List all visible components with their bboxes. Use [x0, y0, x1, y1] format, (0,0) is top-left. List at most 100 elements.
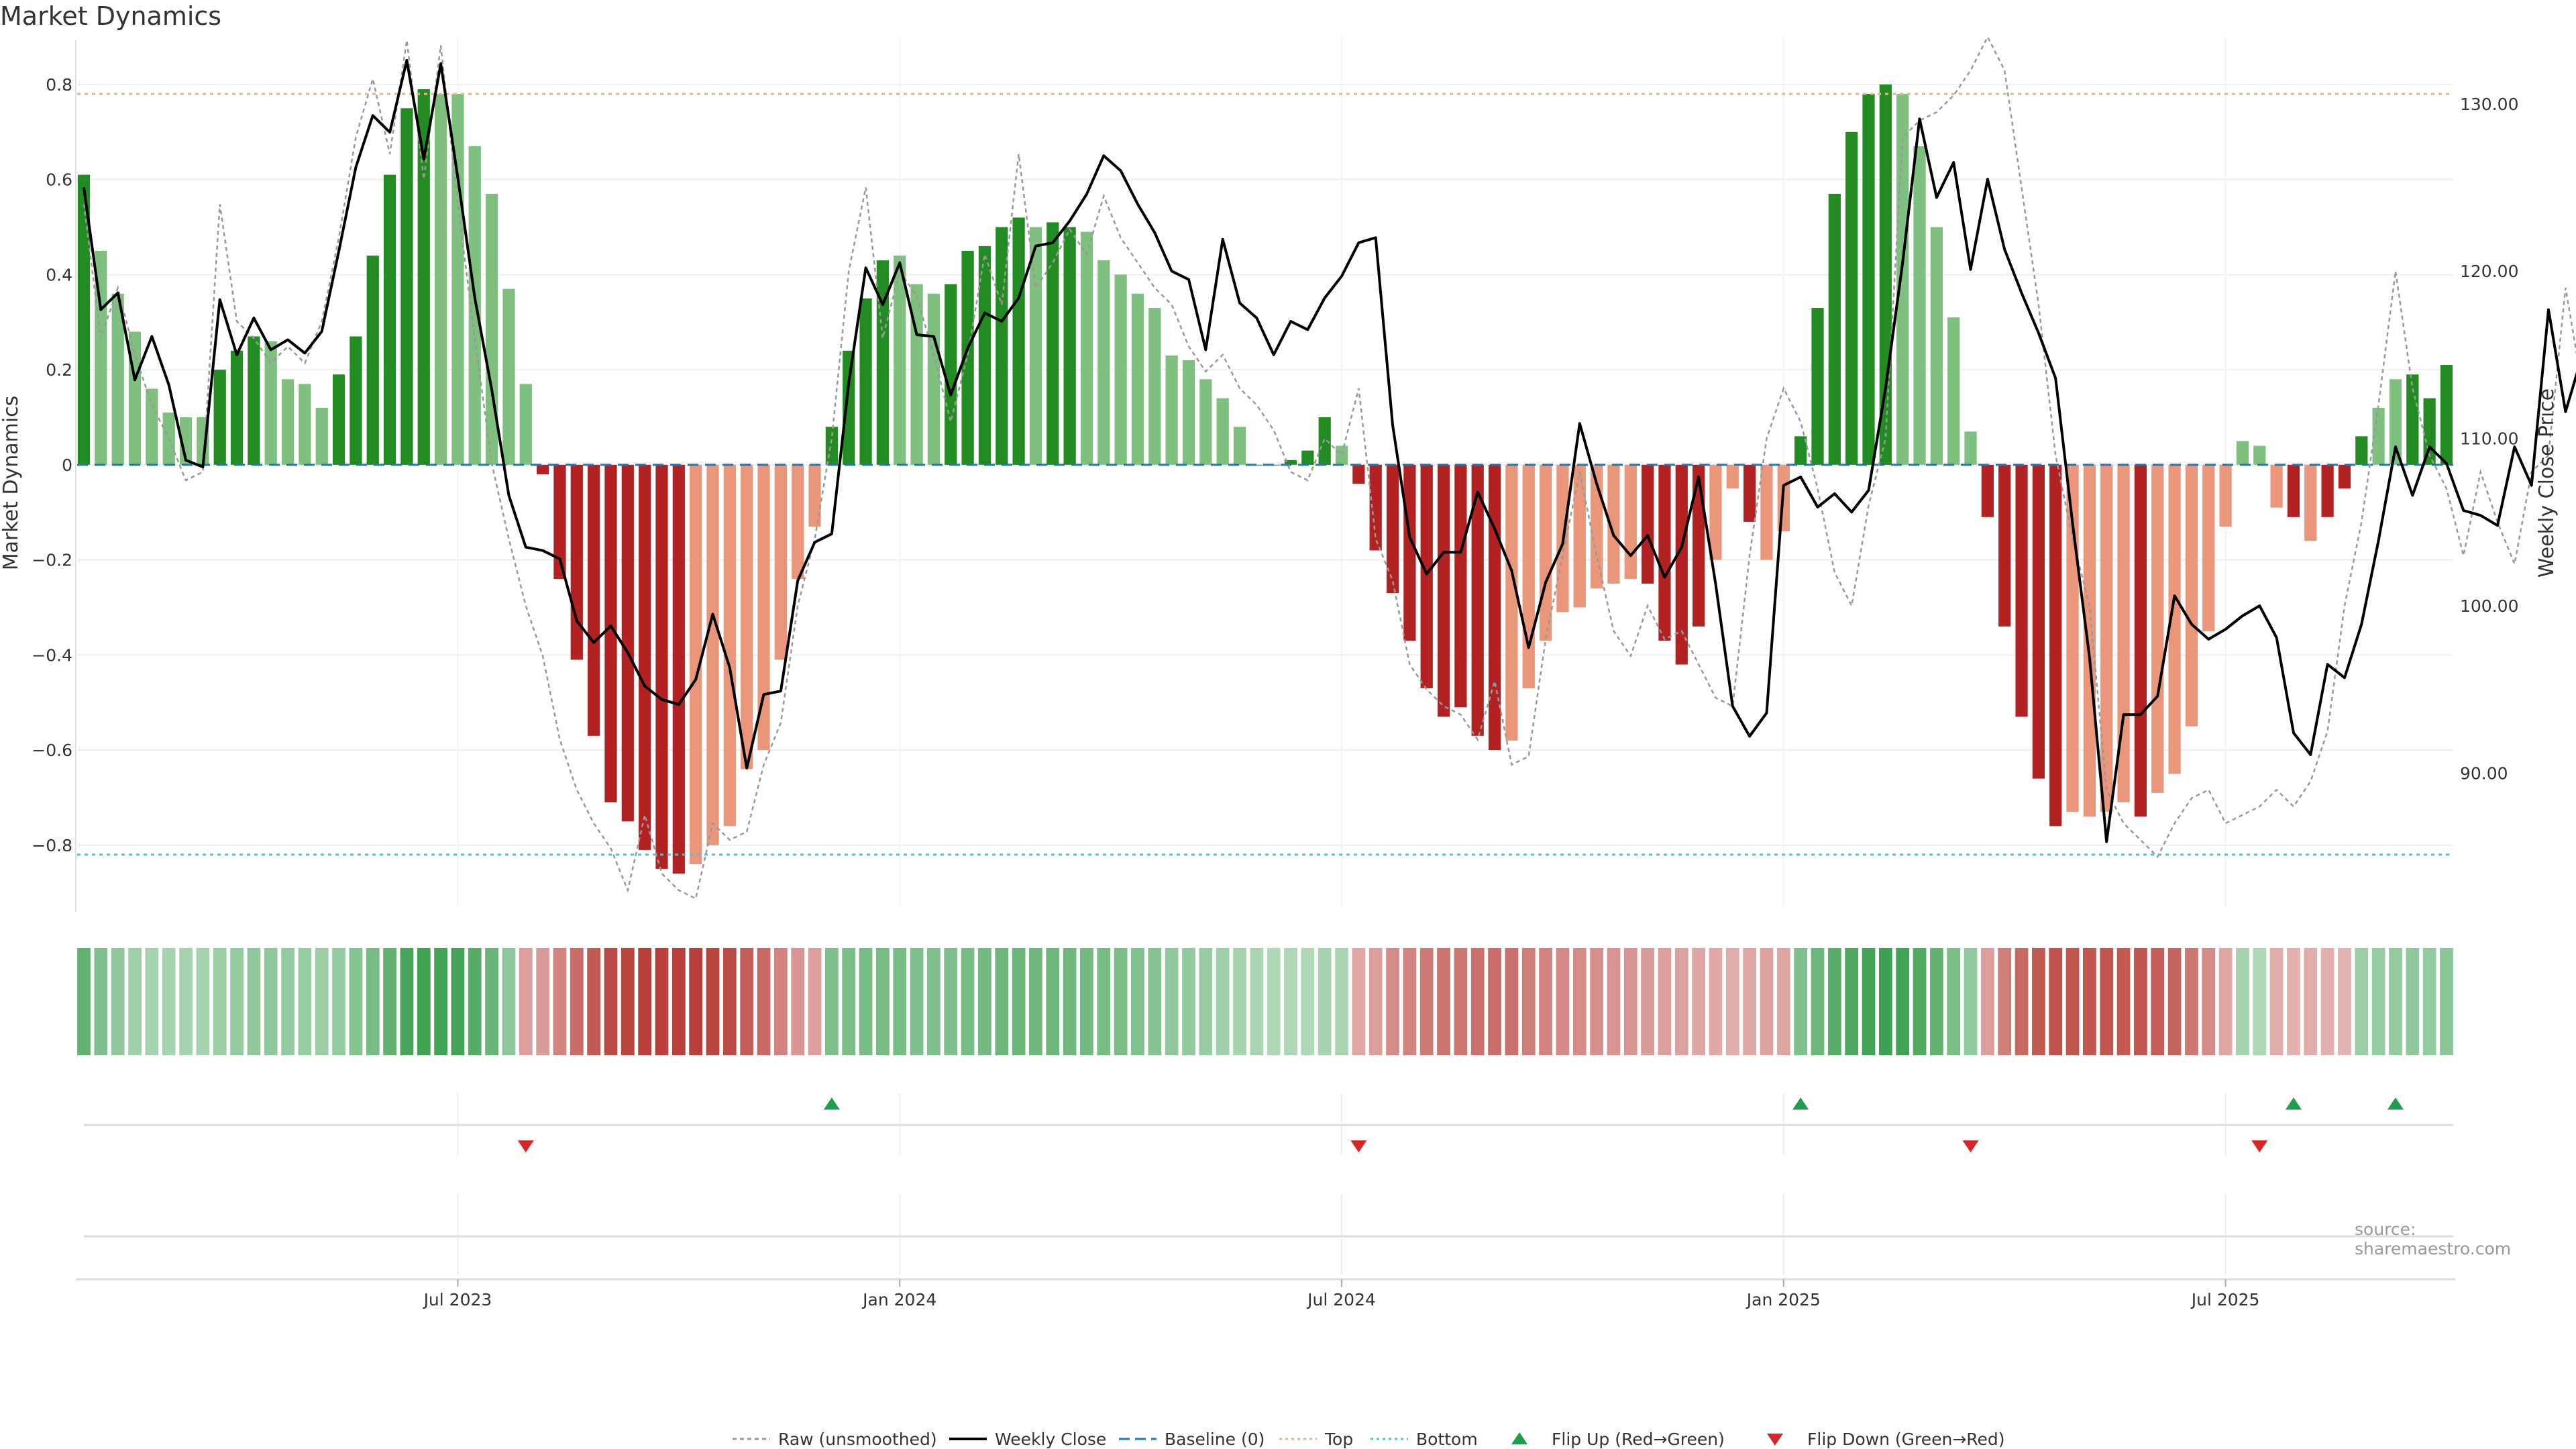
- bar-29: [570, 464, 583, 660]
- strip-cell-45: [842, 948, 856, 1055]
- bar-20: [417, 89, 430, 465]
- bar-115: [2032, 464, 2045, 779]
- strip-cell-95: [1692, 948, 1706, 1055]
- strip-cell-39: [740, 948, 754, 1055]
- strip-cell-60: [1097, 948, 1111, 1055]
- strip-cell-115: [2032, 948, 2045, 1055]
- strip-cell-10: [247, 948, 261, 1055]
- strip-cell-21: [434, 948, 447, 1055]
- bar-118: [2083, 464, 2096, 817]
- bar-79: [1420, 464, 1433, 688]
- strip-cell-94: [1674, 948, 1688, 1055]
- weekly-close-line: [83, 58, 2576, 843]
- strip-cell-34: [655, 948, 669, 1055]
- strip-cell-18: [383, 948, 396, 1055]
- bar-107: [1896, 94, 1909, 465]
- strip-cell-7: [196, 948, 210, 1055]
- bar-62: [1131, 293, 1144, 465]
- strip-cell-98: [1743, 948, 1757, 1055]
- strip-cell-43: [808, 948, 822, 1055]
- strip-cell-48: [893, 948, 907, 1055]
- bar-76: [1369, 464, 1382, 551]
- bar-127: [2236, 441, 2249, 465]
- flip-up-marker-2: [2285, 1097, 2302, 1110]
- strip-cell-57: [1046, 948, 1060, 1055]
- bar-130: [2287, 464, 2300, 517]
- strip-cell-132: [2320, 948, 2334, 1055]
- strip-cell-127: [2236, 948, 2249, 1055]
- strip-cell-67: [1216, 948, 1230, 1055]
- y2-tick-label-3: 100.00: [2460, 596, 2518, 616]
- bar-123: [2168, 464, 2181, 774]
- bar-49: [910, 284, 923, 465]
- strip-cell-19: [400, 948, 414, 1055]
- strip-cell-75: [1352, 948, 1366, 1055]
- strip-cell-89: [1590, 948, 1603, 1055]
- bar-4: [146, 388, 158, 465]
- bar-45: [843, 350, 855, 465]
- flip-down-marker-0: [517, 1140, 534, 1152]
- strip-cell-139: [2440, 948, 2453, 1055]
- strip-cell-131: [2304, 948, 2318, 1055]
- strip-cell-81: [1454, 948, 1468, 1055]
- strip-cell-114: [2015, 948, 2029, 1055]
- bar-50: [927, 293, 941, 465]
- bar-35: [672, 464, 685, 874]
- strip-cell-9: [230, 948, 244, 1055]
- strip-cell-16: [349, 948, 363, 1055]
- strip-cell-101: [1794, 948, 1808, 1055]
- bar-71: [1284, 460, 1297, 465]
- x-tick-label-4: Jul 2025: [2190, 1290, 2260, 1309]
- strip-cell-41: [773, 948, 788, 1055]
- bar-58: [1063, 227, 1076, 465]
- strip-cell-130: [2287, 948, 2300, 1055]
- bar-52: [961, 250, 974, 465]
- strip-cell-137: [2406, 948, 2420, 1055]
- bar-88: [1573, 464, 1586, 608]
- strip-cell-32: [621, 948, 635, 1055]
- bar-46: [859, 298, 872, 465]
- strip-cell-87: [1556, 948, 1570, 1055]
- y-axis-right: 130.00 120.00 110.00 100.00 90.00 Weekly Clos…: [2460, 95, 2559, 784]
- bar-0: [77, 174, 91, 465]
- y2-tick-label-4: 90.00: [2460, 763, 2508, 783]
- strip-cell-50: [927, 948, 941, 1055]
- strip-cell-5: [162, 948, 176, 1055]
- strip-cell-26: [519, 948, 533, 1055]
- bar-102: [1811, 307, 1824, 465]
- strip-cell-53: [978, 948, 991, 1055]
- bar-28: [553, 464, 566, 579]
- strip-cell-74: [1335, 948, 1348, 1055]
- bar-19: [400, 108, 413, 465]
- strip-cell-88: [1572, 948, 1587, 1055]
- strip-cell-91: [1623, 948, 1638, 1055]
- strip-cell-40: [757, 948, 771, 1055]
- bar-73: [1318, 417, 1331, 465]
- bar-65: [1182, 360, 1195, 465]
- strip-cell-76: [1368, 948, 1383, 1055]
- bar-91: [1624, 464, 1637, 579]
- bar-119: [2100, 464, 2113, 812]
- y2-tick-label-0: 130.00: [2460, 95, 2518, 114]
- bar-55: [1012, 217, 1025, 465]
- strip-cell-108: [1913, 948, 1927, 1055]
- strip-cell-51: [944, 948, 958, 1055]
- strip-cell-72: [1301, 948, 1315, 1055]
- bar-109: [1930, 227, 1943, 465]
- strip-cell-59: [1080, 948, 1093, 1055]
- strip-cell-65: [1182, 948, 1195, 1055]
- bar-59: [1080, 231, 1093, 465]
- bar-66: [1199, 379, 1212, 465]
- bar-34: [655, 464, 668, 869]
- y-axis-title: Market Dynamics: [0, 396, 23, 571]
- y2-tick-label-2: 110.00: [2460, 429, 2518, 449]
- bar-68: [1233, 427, 1246, 465]
- y-tick-label-3: 0.2: [46, 360, 72, 380]
- bar-38: [723, 464, 736, 826]
- bar-24: [485, 193, 498, 465]
- strip-cell-90: [1607, 948, 1621, 1055]
- price-lines: [83, 35, 2576, 900]
- source-credit: source: sharemaestro.com: [2355, 1220, 2512, 1258]
- bar-84: [1505, 464, 1518, 741]
- bar-114: [2015, 464, 2028, 717]
